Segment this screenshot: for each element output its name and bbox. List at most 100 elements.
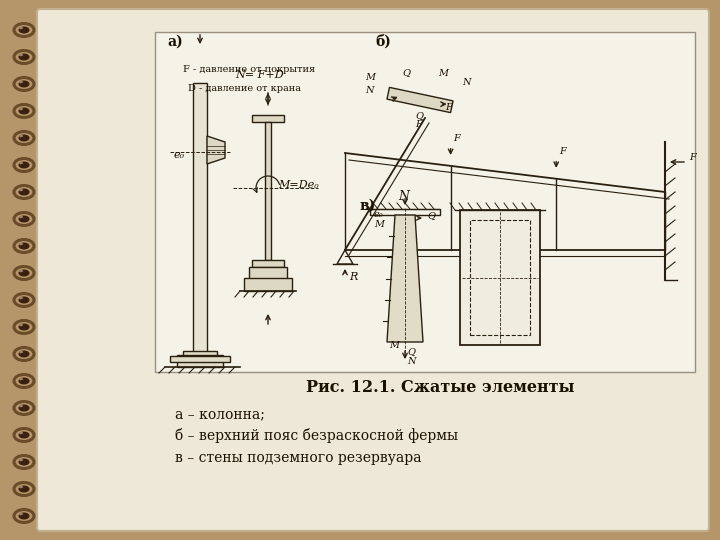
Text: F - давление от покрытия: F - давление от покрытия <box>183 65 315 74</box>
Ellipse shape <box>19 189 23 191</box>
Ellipse shape <box>19 513 23 515</box>
Text: N: N <box>398 190 409 203</box>
Ellipse shape <box>14 240 34 253</box>
Text: M=De₀: M=De₀ <box>278 180 319 190</box>
Ellipse shape <box>19 188 30 195</box>
Bar <box>252 260 284 267</box>
Ellipse shape <box>14 429 34 442</box>
Ellipse shape <box>14 348 34 361</box>
Text: F: F <box>689 153 696 162</box>
Text: б): б) <box>375 35 391 49</box>
Bar <box>370 209 440 215</box>
Ellipse shape <box>19 107 30 114</box>
Text: а): а) <box>167 35 183 49</box>
Ellipse shape <box>14 213 34 226</box>
Ellipse shape <box>19 297 23 299</box>
Ellipse shape <box>19 27 23 29</box>
Bar <box>470 220 530 335</box>
Ellipse shape <box>19 324 23 326</box>
Ellipse shape <box>19 269 30 276</box>
Polygon shape <box>207 136 225 164</box>
Ellipse shape <box>19 80 30 87</box>
Ellipse shape <box>19 134 30 141</box>
Bar <box>170 356 230 362</box>
Text: Q: Q <box>402 68 410 77</box>
Ellipse shape <box>19 351 23 353</box>
Text: F: F <box>445 103 451 112</box>
Ellipse shape <box>19 270 23 272</box>
Bar <box>249 267 287 279</box>
Polygon shape <box>387 215 423 342</box>
Text: Q: Q <box>407 347 415 356</box>
Text: D - давление от крана: D - давление от крана <box>188 84 301 93</box>
Text: N: N <box>407 357 415 366</box>
Ellipse shape <box>19 350 30 357</box>
Ellipse shape <box>19 431 30 438</box>
Ellipse shape <box>19 459 23 461</box>
Text: в): в) <box>360 199 377 213</box>
Ellipse shape <box>19 432 23 434</box>
Text: e₀: e₀ <box>174 150 185 160</box>
Text: M: M <box>365 73 375 82</box>
Text: N: N <box>462 78 470 87</box>
Bar <box>155 32 695 372</box>
Ellipse shape <box>14 132 34 145</box>
Ellipse shape <box>19 216 23 218</box>
Ellipse shape <box>19 108 23 110</box>
Ellipse shape <box>14 294 34 307</box>
Polygon shape <box>387 87 453 113</box>
Text: в – стены подземного резервуара: в – стены подземного резервуара <box>175 451 421 465</box>
Ellipse shape <box>19 162 23 164</box>
Bar <box>183 351 217 357</box>
Text: б – верхний пояс безраскосной фермы: б – верхний пояс безраскосной фермы <box>175 428 458 443</box>
Ellipse shape <box>14 321 34 334</box>
Ellipse shape <box>14 456 34 469</box>
Ellipse shape <box>19 486 23 488</box>
Text: F: F <box>415 120 422 129</box>
Ellipse shape <box>14 510 34 523</box>
Ellipse shape <box>19 81 23 83</box>
Bar <box>265 122 271 260</box>
Text: N= F+D: N= F+D <box>235 70 284 80</box>
Text: Q: Q <box>427 211 435 220</box>
Text: F: F <box>559 147 566 156</box>
Ellipse shape <box>14 186 34 199</box>
Text: M: M <box>389 341 399 350</box>
Ellipse shape <box>14 51 34 64</box>
Ellipse shape <box>19 215 30 222</box>
Ellipse shape <box>14 24 34 37</box>
Ellipse shape <box>14 402 34 415</box>
Ellipse shape <box>19 243 23 245</box>
Ellipse shape <box>19 242 30 249</box>
Text: F: F <box>454 134 460 143</box>
Text: Q: Q <box>415 111 423 120</box>
Bar <box>177 355 223 367</box>
Text: e₀: e₀ <box>374 210 384 219</box>
Ellipse shape <box>19 161 30 168</box>
Bar <box>252 115 284 122</box>
Ellipse shape <box>14 159 34 172</box>
Ellipse shape <box>19 296 30 303</box>
Text: а – колонна;: а – колонна; <box>175 407 265 421</box>
Ellipse shape <box>14 267 34 280</box>
Ellipse shape <box>14 483 34 496</box>
Text: N: N <box>365 86 374 95</box>
Bar <box>244 278 292 291</box>
Bar <box>193 83 207 355</box>
Text: Рис. 12.1. Сжатые элементы: Рис. 12.1. Сжатые элементы <box>306 379 575 396</box>
Ellipse shape <box>19 404 30 411</box>
Ellipse shape <box>19 135 23 137</box>
Ellipse shape <box>19 458 30 465</box>
Text: M: M <box>374 220 384 229</box>
Text: R: R <box>349 272 357 282</box>
FancyBboxPatch shape <box>37 9 709 531</box>
Ellipse shape <box>19 323 30 330</box>
Ellipse shape <box>14 105 34 118</box>
Ellipse shape <box>19 26 30 33</box>
Ellipse shape <box>19 378 23 380</box>
Ellipse shape <box>14 78 34 91</box>
Ellipse shape <box>19 485 30 492</box>
Ellipse shape <box>19 377 30 384</box>
Ellipse shape <box>19 405 23 407</box>
Bar <box>460 210 540 345</box>
